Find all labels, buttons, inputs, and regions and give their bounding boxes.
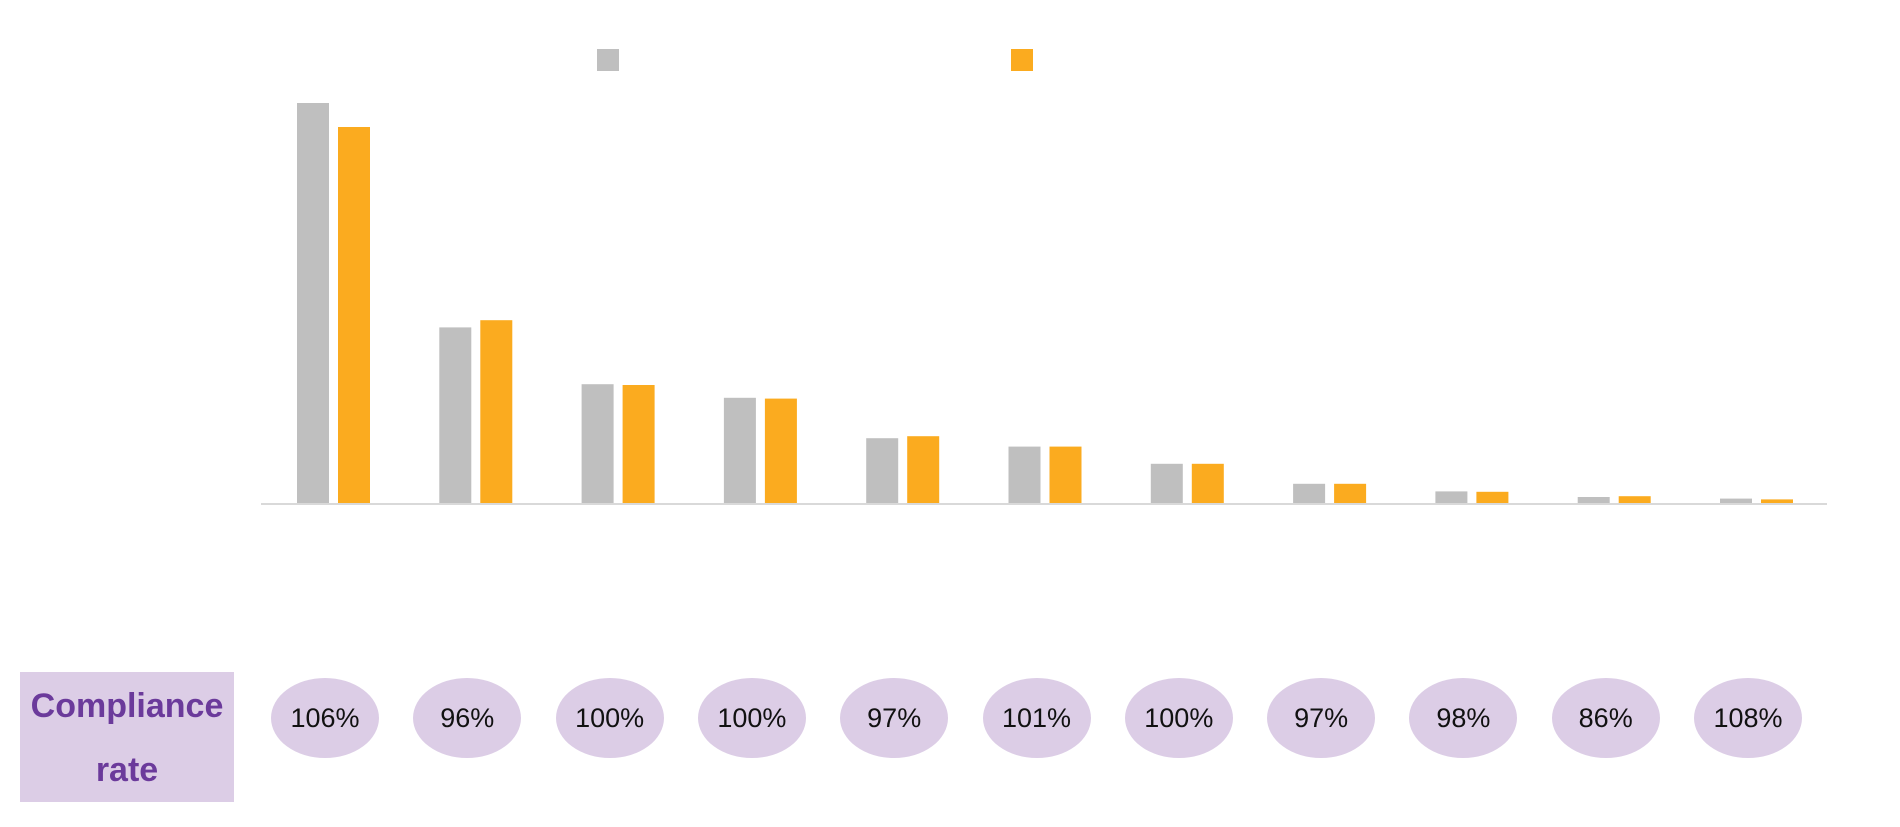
bar-series-1-item-6 [1008, 446, 1041, 503]
chart-bars [297, 103, 1793, 503]
bar-series-2-item-6 [1049, 446, 1082, 503]
bar-series-2-item-9 [1476, 491, 1509, 503]
compliance-rate-bubble-7: 100% [1124, 678, 1233, 758]
compliance-rate-bubble-2: 96% [413, 678, 522, 758]
bar-series-1-item-3 [581, 384, 614, 503]
compliance-rate-bubble-11: 108% [1694, 678, 1802, 758]
compliance-rate-bubble-9: 98% [1409, 678, 1518, 758]
bar-series-2-item-3 [622, 385, 655, 503]
bar-series-1-item-11 [1720, 498, 1752, 503]
bar-series-2-item-8 [1334, 483, 1367, 503]
bar-series-1-item-7 [1150, 463, 1183, 503]
bar-series-2-item-2 [480, 320, 513, 503]
compliance-rate-bubble-1: 106% [271, 678, 379, 758]
compliance-rate-bubble-3: 100% [555, 678, 664, 758]
bar-series-2-item-4 [764, 398, 797, 503]
bar-series-1-item-2 [439, 327, 472, 503]
compliance-rate-bubble-5: 97% [840, 678, 949, 758]
bar-series-1-item-10 [1577, 497, 1610, 503]
bar-series-2-item-5 [907, 436, 940, 503]
legend-swatch-2 [1011, 49, 1033, 71]
compliance-rate-bubble-10: 86% [1551, 678, 1660, 758]
legend-swatch-1 [597, 49, 619, 71]
bar-series-1-item-9 [1435, 491, 1468, 503]
bar-series-1-item-1 [297, 103, 329, 503]
bar-series-2-item-1 [338, 127, 370, 503]
bar-series-1-item-8 [1293, 483, 1326, 503]
bar-series-2-item-7 [1191, 463, 1224, 503]
bar-series-2-item-11 [1761, 499, 1793, 503]
compliance-rate-bubble-4: 100% [697, 678, 806, 758]
bar-series-1-item-5 [866, 438, 899, 503]
bar-series-2-item-10 [1618, 496, 1651, 503]
compliance-rate-label: Compliance rate [20, 672, 234, 802]
compliance-rate-bubble-6: 101% [982, 678, 1091, 758]
chart-legend [597, 49, 1033, 71]
bar-series-1-item-4 [723, 397, 756, 503]
compliance-rate-bubble-8: 97% [1267, 678, 1376, 758]
